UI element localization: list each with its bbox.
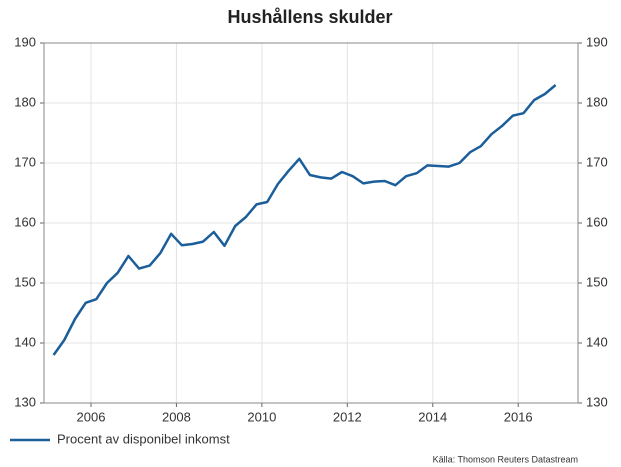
y-tick-label: 180 [14, 94, 36, 109]
y2-tick-label: 180 [586, 94, 608, 109]
plot-frame [43, 42, 579, 404]
y2-tick-label: 130 [586, 394, 608, 409]
data-line [52, 84, 557, 356]
y2-tick-label: 190 [586, 34, 608, 49]
y-tick-label: 140 [14, 334, 36, 349]
x-tick-label: 2010 [247, 409, 276, 424]
x-tick-label: 2014 [418, 409, 447, 424]
y2-tick-label: 170 [586, 154, 608, 169]
x-tick-label: 2012 [333, 409, 362, 424]
y-tick-label: 130 [14, 394, 36, 409]
y2-tick-label: 140 [586, 334, 608, 349]
y2-tick-label: 150 [586, 274, 608, 289]
y-tick-label: 190 [14, 34, 36, 49]
y-tick-label: 160 [14, 214, 36, 229]
source-note: Källa: Thomson Reuters Datastream [433, 454, 578, 464]
chart-title: Hushållens skulder [227, 7, 392, 27]
y-tick-label: 150 [14, 274, 36, 289]
x-tick-label: 2006 [77, 409, 106, 424]
x-tick-label: 2008 [162, 409, 191, 424]
legend-label: Procent av disponibel inkomst [57, 431, 230, 446]
x-tick-label: 2016 [504, 409, 533, 424]
y-tick-label: 170 [14, 154, 36, 169]
y2-tick-label: 160 [586, 214, 608, 229]
